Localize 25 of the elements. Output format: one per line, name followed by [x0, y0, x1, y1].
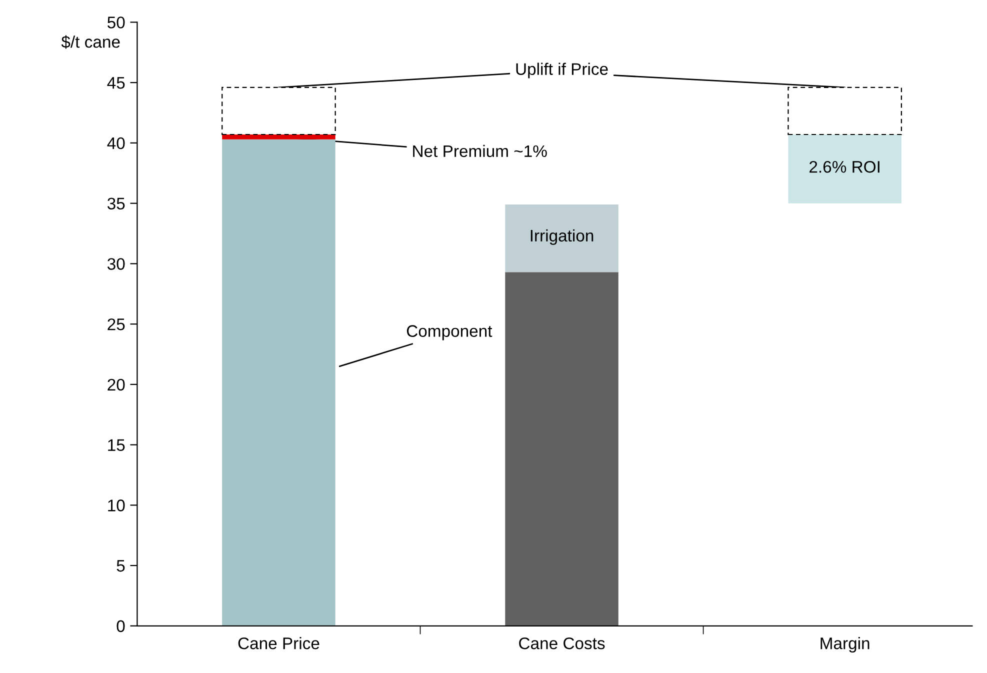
annotation: Net Premium ~1%: [413, 144, 547, 158]
y-tick-label: 40: [107, 137, 125, 150]
y-tick-label: 35: [107, 198, 125, 210]
bar: [505, 272, 618, 626]
bar: [788, 134, 902, 204]
annotation: Component: [406, 325, 492, 340]
x-tick-label: Margin: [820, 637, 870, 653]
annotation: 2.6% ROI: [810, 160, 880, 173]
bar: [505, 204, 618, 272]
y-tick-label: 10: [108, 500, 125, 512]
bar: [222, 139, 336, 626]
y-tick-label: 25: [108, 318, 125, 330]
annotation: Irrigation: [530, 229, 594, 245]
annotation: Uplift if Price: [516, 62, 608, 78]
y-tick-label: 45: [107, 77, 125, 89]
y-tick-label: 50: [108, 16, 125, 28]
y-tick-label: 15: [108, 439, 125, 451]
y-tick-label: 0: [116, 620, 125, 632]
y-tick-label: 20: [108, 378, 125, 391]
y-tick-label: 5: [116, 560, 125, 572]
y-tick-label: 30: [107, 258, 125, 270]
x-tick-label: Cane Price: [238, 637, 320, 650]
x-tick-label: Cane Costs: [519, 637, 605, 650]
bar: [222, 134, 336, 140]
y-axis-title: $/t cane: [61, 35, 120, 49]
